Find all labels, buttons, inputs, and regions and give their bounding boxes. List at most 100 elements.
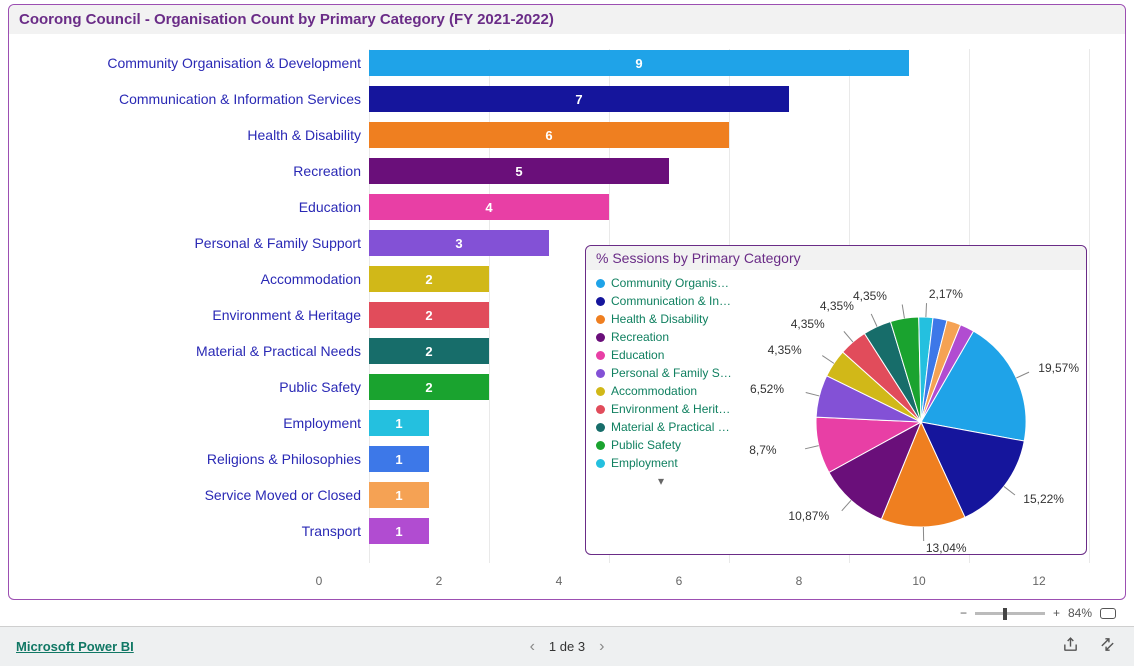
pie-legend[interactable]: Community Organis… Communication & In… Hea… [596, 276, 732, 488]
bar-value: 3 [455, 236, 462, 251]
legend-item[interactable]: Community Organis… [596, 276, 732, 290]
bar-value: 9 [635, 56, 642, 71]
bar-row[interactable]: Public Safety2 [59, 373, 489, 401]
zoom-in-button[interactable]: + [1053, 606, 1060, 620]
bar-value: 4 [485, 200, 492, 215]
bar-row[interactable]: Employment 1 [59, 409, 429, 437]
legend-swatch [596, 459, 605, 468]
bar-row[interactable]: Environment & Heritage2 [59, 301, 489, 329]
legend-label: Material & Practical … [611, 420, 730, 434]
bar[interactable]: 1 [369, 446, 429, 472]
bar-row[interactable]: Personal & Family Support 3 [59, 229, 549, 257]
bar[interactable]: 2 [369, 266, 489, 292]
legend-item[interactable]: Personal & Family S… [596, 366, 732, 380]
zoom-bar: − + 84% [0, 602, 1134, 624]
bar-row[interactable]: Accommodation 2 [59, 265, 489, 293]
zoom-slider[interactable] [975, 612, 1045, 615]
legend-item[interactable]: Recreation [596, 330, 732, 344]
bar-value: 5 [515, 164, 522, 179]
pie-slice-label: 4,35% [853, 289, 887, 303]
pie-slice-label: 4,35% [820, 299, 854, 313]
x-tick: 2 [436, 574, 443, 588]
bar-row[interactable]: Material & Practical Needs2 [59, 337, 489, 365]
bar[interactable]: 4 [369, 194, 609, 220]
legend-swatch [596, 315, 605, 324]
bar-value: 2 [425, 272, 432, 287]
bar-value: 1 [395, 416, 402, 431]
fit-to-page-icon[interactable] [1100, 608, 1116, 619]
legend-swatch [596, 369, 605, 378]
legend-item[interactable]: Education [596, 348, 732, 362]
legend-label: Environment & Herit… [611, 402, 730, 416]
zoom-out-button[interactable]: − [960, 606, 967, 620]
legend-more-icon[interactable]: ▾ [596, 474, 726, 488]
bar-row[interactable]: Communication & Information Services 7 [59, 85, 789, 113]
pie-title: % Sessions by Primary Category [586, 246, 1086, 270]
bar[interactable]: 2 [369, 374, 489, 400]
x-tick: 12 [1032, 574, 1045, 588]
fullscreen-icon[interactable] [1099, 636, 1116, 658]
pie-slice-label: 15,22% [1023, 492, 1064, 506]
bar-row[interactable]: Transport 1 [59, 517, 429, 545]
category-label: Accommodation [59, 271, 369, 287]
legend-swatch [596, 279, 605, 288]
category-label: Personal & Family Support [59, 235, 369, 251]
bar-row[interactable]: Service Moved or Closed 1 [59, 481, 429, 509]
main-title: Coorong Council - Organisation Count by … [9, 5, 1125, 34]
bar[interactable]: 1 [369, 518, 429, 544]
legend-label: Community Organis… [611, 276, 729, 290]
powerbi-brand-link[interactable]: Microsoft Power BI [16, 639, 134, 654]
legend-swatch [596, 405, 605, 414]
legend-item[interactable]: Material & Practical … [596, 420, 732, 434]
bar-row[interactable]: Community Organisation & Development9 [59, 49, 909, 77]
bar[interactable]: 2 [369, 338, 489, 364]
bar[interactable]: 9 [369, 50, 909, 76]
bar[interactable]: 1 [369, 410, 429, 436]
legend-item[interactable]: Employment [596, 456, 732, 470]
prev-page-button[interactable]: ‹ [530, 638, 535, 656]
pie-slice-label: 19,57% [1038, 361, 1079, 375]
pie-panel: % Sessions by Primary Category Community… [585, 245, 1087, 555]
category-label: Communication & Information Services [59, 91, 369, 107]
next-page-button[interactable]: › [599, 638, 604, 656]
bar-value: 1 [395, 488, 402, 503]
bar-row[interactable]: Health & Disability6 [59, 121, 729, 149]
bar-row[interactable]: Education 4 [59, 193, 609, 221]
bar[interactable]: 6 [369, 122, 729, 148]
category-label: Employment [59, 415, 369, 431]
x-tick: 6 [676, 574, 683, 588]
bar[interactable]: 7 [369, 86, 789, 112]
bar-row[interactable]: Recreation5 [59, 157, 669, 185]
x-axis: 024681012 [319, 574, 1059, 575]
bar[interactable]: 5 [369, 158, 669, 184]
legend-label: Public Safety [611, 438, 681, 452]
legend-item[interactable]: Public Safety [596, 438, 732, 452]
bar-row[interactable]: Religions & Philosophies1 [59, 445, 429, 473]
legend-label: Personal & Family S… [611, 366, 732, 380]
bar[interactable]: 1 [369, 482, 429, 508]
legend-label: Employment [611, 456, 678, 470]
legend-item[interactable]: Health & Disability [596, 312, 732, 326]
category-label: Service Moved or Closed [59, 487, 369, 503]
pie-slice-label: 2,17% [929, 287, 963, 301]
bar-value: 2 [425, 380, 432, 395]
report-area: Coorong Council - Organisation Count by … [0, 0, 1134, 624]
x-tick: 8 [796, 574, 803, 588]
category-label: Education [59, 199, 369, 215]
legend-swatch [596, 297, 605, 306]
legend-item[interactable]: Communication & In… [596, 294, 732, 308]
bar[interactable]: 3 [369, 230, 549, 256]
pie-slice-label: 4,35% [791, 317, 825, 331]
zoom-thumb[interactable] [1003, 608, 1007, 620]
legend-item[interactable]: Accommodation [596, 384, 732, 398]
bar-value: 6 [545, 128, 552, 143]
bar-value: 7 [575, 92, 582, 107]
bar[interactable]: 2 [369, 302, 489, 328]
pie-slice-label: 8,7% [749, 443, 776, 457]
category-label: Transport [59, 523, 369, 539]
legend-item[interactable]: Environment & Herit… [596, 402, 732, 416]
bar-value: 1 [395, 524, 402, 539]
pie-slice-label: 4,35% [768, 343, 802, 357]
legend-swatch [596, 333, 605, 342]
share-icon[interactable] [1062, 636, 1079, 658]
